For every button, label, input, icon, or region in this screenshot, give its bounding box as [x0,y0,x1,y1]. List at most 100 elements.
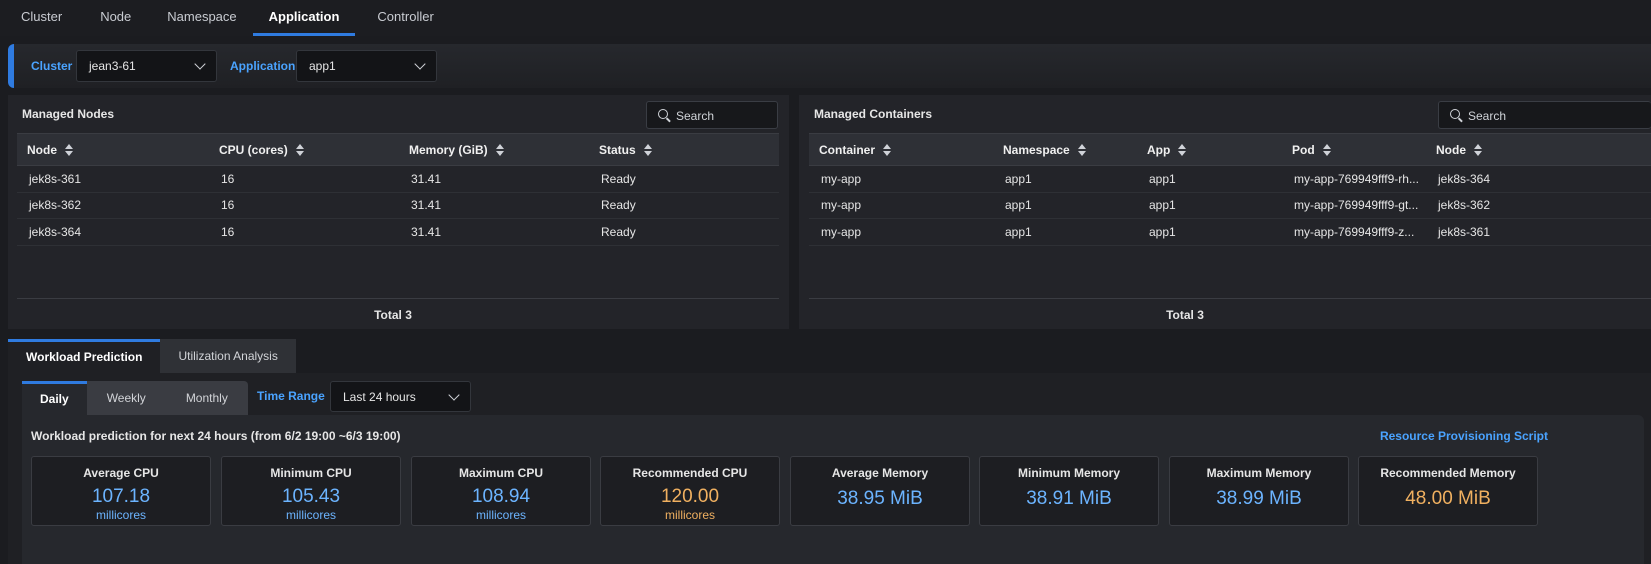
table-row[interactable]: jek8s-362 16 31.41 Ready [17,192,779,219]
chevron-down-icon [448,389,460,401]
node-name: jek8s-362 [17,192,209,219]
container-pod: my-app-769949fff9-z... [1282,218,1426,246]
column-header-namespace[interactable]: Namespace [993,133,1137,166]
period-tabs: Daily Weekly Monthly [22,381,248,415]
managed-nodes-title: Managed Nodes [22,107,115,121]
metric-label: Maximum Memory [1206,466,1312,480]
tab-controller[interactable]: Controller [377,9,434,24]
search-icon [658,109,668,119]
container-namespace: app1 [993,165,1137,193]
node-name: jek8s-364 [17,218,209,246]
metric-unit: millicores [95,508,146,522]
table-header-row: Node CPU (cores) Memory (GiB) Status [17,133,779,166]
tab-cluster[interactable]: Cluster [21,9,63,24]
tab-monthly[interactable]: Monthly [185,391,228,405]
table-row[interactable]: jek8s-361 16 31.41 Ready [17,165,779,193]
metric-label: Minimum CPU [270,466,352,480]
metric-label: Average CPU [83,466,159,480]
metric-minimum-cpu: Minimum CPU 105.43 millicores [221,456,401,526]
sort-icon [295,143,305,156]
node-status: Ready [589,165,779,193]
container-node: jek8s-361 [1426,218,1651,246]
metric-maximum-memory: Maximum Memory 38.99 MiB [1169,456,1349,526]
sort-icon [883,143,892,156]
table-row[interactable]: my-app app1 app1 my-app-769949fff9-rh...… [809,165,1651,193]
table-row[interactable]: jek8s-364 16 31.41 Ready [17,218,779,246]
application-select-value: app1 [309,59,336,73]
time-range-value: Last 24 hours [343,390,416,404]
metric-maximum-cpu: Maximum CPU 108.94 millicores [411,456,591,526]
application-select[interactable]: app1 [296,50,437,82]
tab-utilization-analysis[interactable]: Utilization Analysis [160,339,296,373]
metric-minimum-memory: Minimum Memory 38.91 MiB [979,456,1159,526]
tab-application[interactable]: Application [252,0,356,36]
nodes-total: Total 3 [374,308,412,322]
containers-total: Total 3 [1166,308,1204,322]
sort-icon [643,143,653,156]
container-node: jek8s-362 [1426,192,1651,219]
nodes-search-input[interactable]: Search [646,101,778,129]
container-namespace: app1 [993,192,1137,219]
chevron-down-icon [414,58,426,70]
table-row[interactable]: my-app app1 app1 my-app-769949fff9-z... … [809,218,1651,246]
column-header-node[interactable]: Node [1426,133,1651,166]
tab-namespace[interactable]: Namespace [167,9,237,24]
metric-recommended-memory: Recommended Memory 48.00 MiB [1358,456,1538,526]
containers-search-input[interactable]: Search [1438,101,1651,129]
node-cpu: 16 [209,192,399,219]
cluster-filter-label: Cluster [31,59,73,73]
container-app: app1 [1137,218,1282,246]
cluster-select[interactable]: jean3-61 [76,50,217,82]
time-range-label: Time Range [257,389,325,403]
metric-unit: millicores [285,508,336,522]
table-row[interactable]: my-app app1 app1 my-app-769949fff9-gt...… [809,192,1651,219]
cluster-select-value: jean3-61 [89,59,136,73]
tab-workload-prediction[interactable]: Workload Prediction [8,339,161,373]
sort-icon [65,143,74,156]
container-namespace: app1 [993,218,1137,246]
container-name: my-app [809,218,993,246]
container-app: app1 [1137,165,1282,193]
tab-node[interactable]: Node [100,9,132,24]
column-header-pod[interactable]: Pod [1282,133,1426,166]
metric-value: 48.00 MiB [1405,488,1491,509]
containers-search-placeholder: Search [1468,109,1507,123]
metric-average-memory: Average Memory 38.95 MiB [790,456,970,526]
container-app: app1 [1137,192,1282,219]
metric-value: 120.00 [660,486,720,507]
column-header-status[interactable]: Status [589,133,779,166]
column-header-app[interactable]: App [1137,133,1282,166]
application-filter-label: Application [230,59,296,73]
metric-value: 38.95 MiB [837,488,923,509]
resource-provisioning-script-link[interactable]: Resource Provisioning Script [1379,429,1548,443]
node-status: Ready [589,192,779,219]
column-header-node[interactable]: Node [17,133,209,166]
node-name: jek8s-361 [17,165,209,193]
tab-weekly[interactable]: Weekly [106,391,146,405]
container-pod: my-app-769949fff9-rh... [1282,165,1426,193]
metric-value: 38.91 MiB [1026,488,1112,509]
node-status: Ready [589,218,779,246]
metric-label: Minimum Memory [1017,466,1120,480]
column-header-container[interactable]: Container [809,133,993,166]
filter-bar: Cluster jean3-61 Application app1 [8,44,1651,88]
managed-containers-table: Container Namespace App Pod Node my-app … [809,133,1651,246]
metric-average-cpu: Average CPU 107.18 millicores [31,456,211,526]
node-memory: 31.41 [399,192,589,219]
containers-total-divider [809,298,1651,299]
metric-recommended-cpu: Recommended CPU 120.00 millicores [600,456,780,526]
node-cpu: 16 [209,165,399,193]
metric-label: Average Memory [831,466,929,480]
table-header-row: Container Namespace App Pod Node [809,133,1651,166]
tab-daily[interactable]: Daily [22,381,87,415]
container-node: jek8s-364 [1426,165,1651,193]
column-header-cpu[interactable]: CPU (cores) [209,133,399,166]
column-header-memory[interactable]: Memory (GiB) [399,133,589,166]
nodes-total-divider [17,298,779,299]
sort-icon [1077,143,1087,156]
prediction-title: Workload prediction for next 24 hours (f… [31,429,401,443]
metric-value: 38.99 MiB [1216,488,1302,509]
node-cpu: 16 [209,218,399,246]
sort-icon [1474,143,1483,156]
time-range-select[interactable]: Last 24 hours [330,381,471,412]
